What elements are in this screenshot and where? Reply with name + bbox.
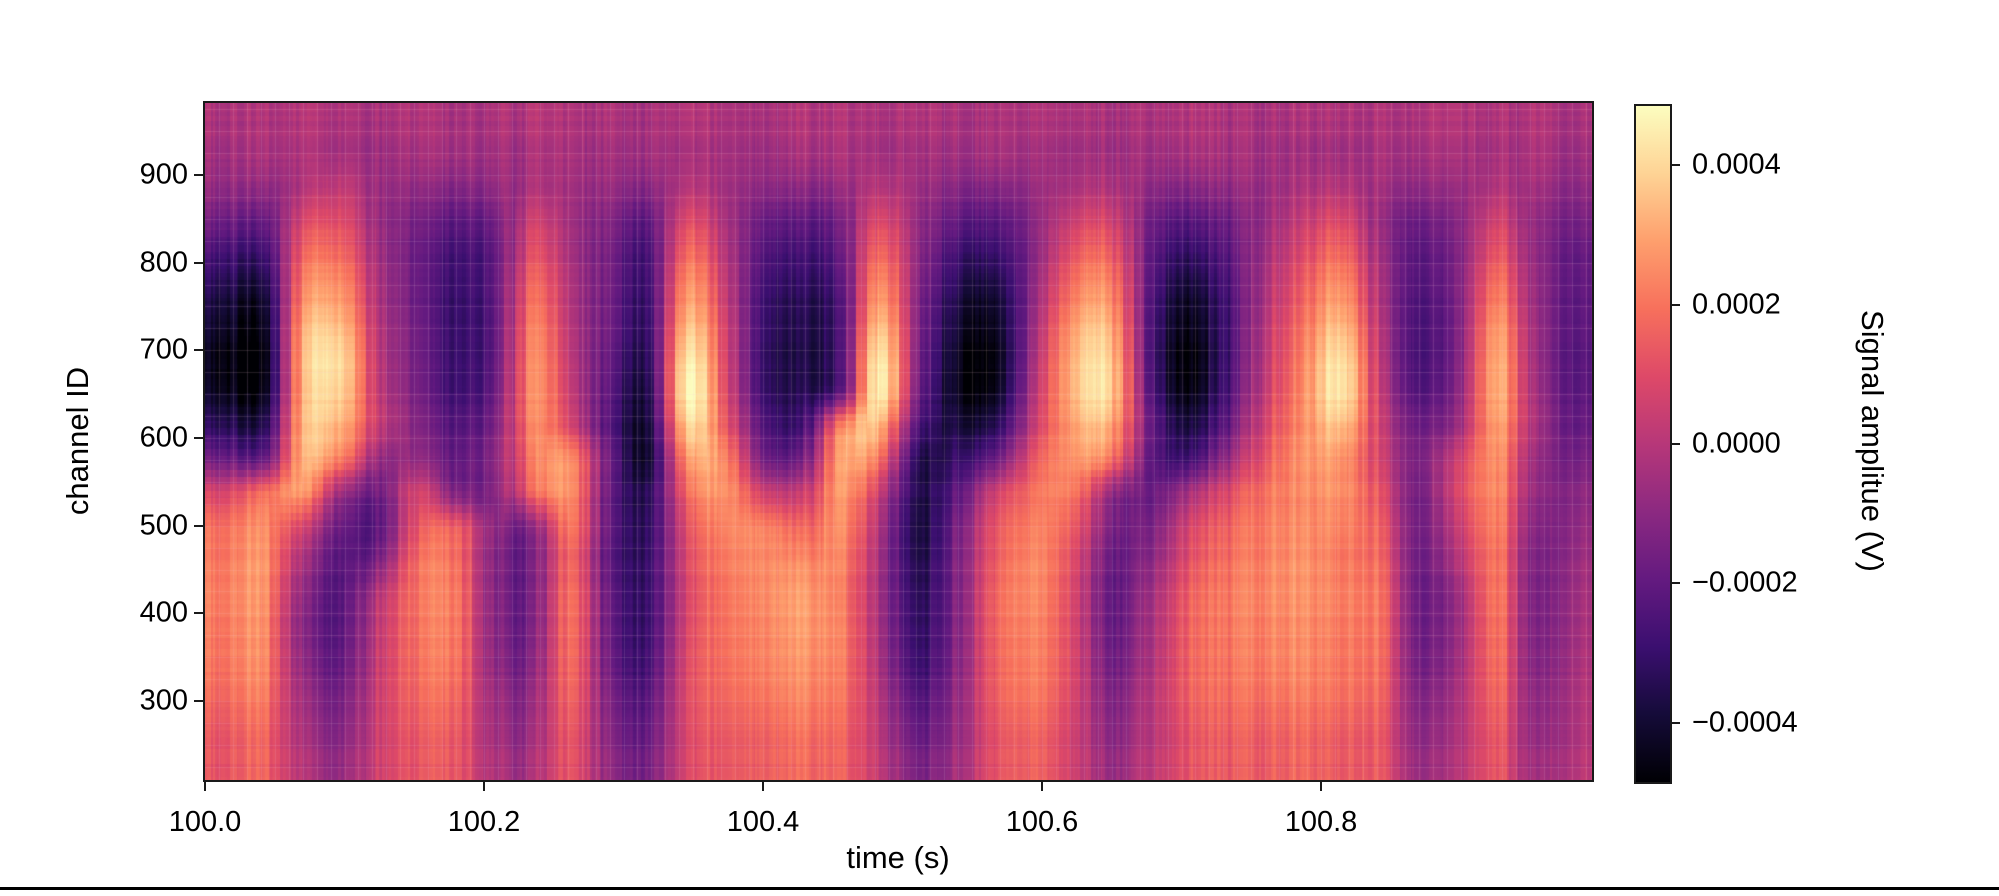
y-tick-label: 700 [139,333,188,366]
y-tick [194,612,203,615]
colorbar-label: Signal amplitue (V) [1855,310,1890,572]
x-tick-label: 100.8 [1284,806,1358,838]
y-tick-label: 500 [139,509,188,542]
x-tick [483,782,485,791]
heatmap-image [205,103,1592,780]
x-tick [1041,782,1043,791]
y-tick [194,436,203,439]
colorbar-tick [1672,721,1680,724]
y-tick-label: 800 [139,246,188,279]
colorbar-tick [1672,582,1680,585]
colorbar-tick-label: 0.0004 [1692,148,1781,181]
y-tick-label: 400 [139,596,188,629]
y-tick [194,261,203,264]
y-tick-label: 600 [139,421,188,454]
colorbar-tick [1672,443,1680,445]
x-tick [762,782,764,791]
x-tick [1320,782,1322,791]
y-tick [194,524,203,527]
window-divider-line [0,887,1999,890]
y-axis-label: channel ID [60,366,95,516]
colorbar-tick [1672,303,1680,306]
colorbar-tick-label: −0.0004 [1692,706,1798,739]
x-tick-label: 100.2 [447,806,521,838]
x-tick-label: 100.6 [1005,806,1079,838]
x-axis-label: time (s) [846,840,950,875]
y-tick [194,173,203,176]
x-tick [204,782,206,791]
colorbar-tick-label: −0.0002 [1692,566,1798,599]
plot-frame [203,101,1594,782]
y-tick [194,349,203,352]
x-tick-label: 100.4 [726,806,800,838]
y-tick-label: 900 [139,158,188,191]
y-tick [194,700,203,703]
colorbar-tick-label: 0.0002 [1692,288,1781,321]
colorbar-tick-label: 0.0000 [1692,427,1781,460]
x-tick-label: 100.0 [168,806,242,838]
y-tick-label: 300 [139,684,188,717]
colorbar-tick [1672,164,1680,167]
colorbar [1634,104,1672,784]
